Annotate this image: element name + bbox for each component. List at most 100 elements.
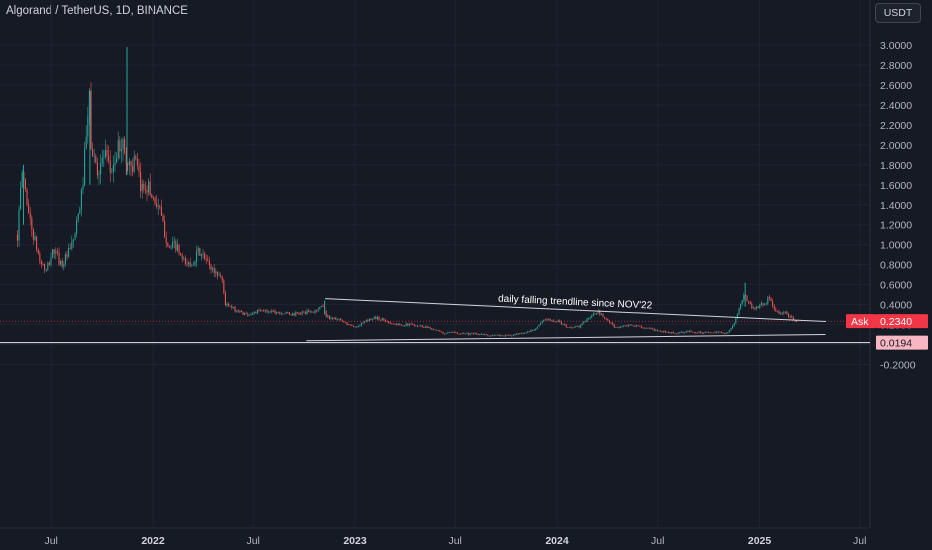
candle <box>47 261 49 272</box>
candle <box>301 310 303 316</box>
candle <box>52 249 54 259</box>
candle <box>599 309 601 317</box>
candle <box>68 243 70 259</box>
candle <box>546 318 548 321</box>
trendline[interactable] <box>325 298 826 323</box>
y-tick-label: 2.0000 <box>880 140 912 152</box>
candle <box>132 158 134 177</box>
candle <box>471 332 473 334</box>
currency-button[interactable]: USDT <box>875 3 921 23</box>
candle <box>538 324 540 328</box>
candle <box>626 324 628 328</box>
candle <box>260 308 262 312</box>
candle <box>269 310 271 313</box>
y-tick-label: 2.2000 <box>880 120 912 132</box>
candle <box>245 311 247 314</box>
candle <box>159 205 161 210</box>
candle <box>791 314 793 319</box>
candle <box>418 325 420 327</box>
candle <box>375 315 377 320</box>
candle <box>24 178 26 193</box>
candle <box>596 312 598 316</box>
grid <box>0 0 871 529</box>
candle <box>300 312 302 315</box>
x-tick-label: 2023 <box>343 535 367 547</box>
candle <box>85 125 87 150</box>
candle <box>320 305 322 308</box>
candle <box>506 334 508 336</box>
candle <box>472 332 474 335</box>
candle <box>464 333 466 335</box>
candle <box>31 215 33 237</box>
candle <box>727 332 729 334</box>
candle <box>338 318 340 321</box>
candle <box>730 327 732 331</box>
candle <box>597 309 599 314</box>
level-price-value: 0.0194 <box>880 338 912 350</box>
candle <box>736 313 738 320</box>
candle <box>695 331 697 334</box>
candle <box>784 310 786 314</box>
candle <box>725 332 727 335</box>
candle <box>536 326 538 330</box>
candle <box>584 320 586 322</box>
candle <box>674 332 676 334</box>
candle <box>655 329 657 332</box>
candle <box>480 333 482 335</box>
candle <box>146 185 148 202</box>
candle <box>468 332 470 336</box>
candle <box>436 329 438 331</box>
candle <box>645 327 647 329</box>
candle <box>423 326 425 328</box>
candle <box>764 302 766 306</box>
candle <box>293 312 295 316</box>
candle <box>242 311 244 316</box>
candle <box>119 136 121 159</box>
candle <box>762 302 764 307</box>
candle <box>76 216 78 238</box>
candle <box>391 322 393 325</box>
candle <box>556 321 558 323</box>
candle <box>783 310 785 315</box>
candle <box>732 324 734 330</box>
candle <box>573 326 575 328</box>
candle <box>202 249 204 259</box>
candle <box>180 252 182 256</box>
candle <box>376 315 378 321</box>
candle <box>740 303 742 310</box>
trendlines[interactable] <box>306 298 826 342</box>
candle <box>466 332 468 335</box>
candle <box>80 187 82 217</box>
candle <box>380 319 382 322</box>
candle <box>431 328 433 331</box>
x-tick-label: Jul <box>448 535 461 547</box>
candle <box>693 331 695 334</box>
candle <box>186 258 188 267</box>
candle <box>474 332 476 335</box>
ask-price-value: 0.2340 <box>880 316 912 328</box>
candle <box>514 333 516 336</box>
candle <box>560 320 562 325</box>
trendline-annotation: daily falling trendline since NOV'22 <box>498 294 653 312</box>
candle <box>181 252 183 263</box>
candle <box>224 290 226 307</box>
candle <box>591 313 593 319</box>
candle <box>634 324 636 328</box>
candle <box>618 326 620 329</box>
candle <box>277 311 279 314</box>
candle <box>487 334 489 337</box>
candle <box>215 268 217 278</box>
trendline[interactable] <box>306 334 826 342</box>
candle <box>311 310 313 313</box>
candle <box>458 333 460 335</box>
candle <box>192 261 194 266</box>
candle <box>287 312 289 314</box>
candle <box>279 311 281 315</box>
candle <box>653 327 655 332</box>
candle <box>266 308 268 314</box>
candle <box>149 173 151 197</box>
candle <box>231 304 233 310</box>
time-axis[interactable]: Jul 2022 Jul 2023 Jul 2024 Jul 2025 Jul <box>44 535 866 547</box>
candle <box>720 331 722 334</box>
